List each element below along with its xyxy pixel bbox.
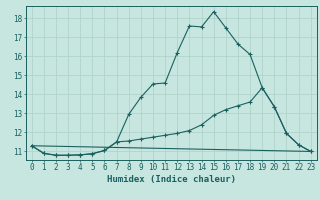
X-axis label: Humidex (Indice chaleur): Humidex (Indice chaleur) <box>107 175 236 184</box>
